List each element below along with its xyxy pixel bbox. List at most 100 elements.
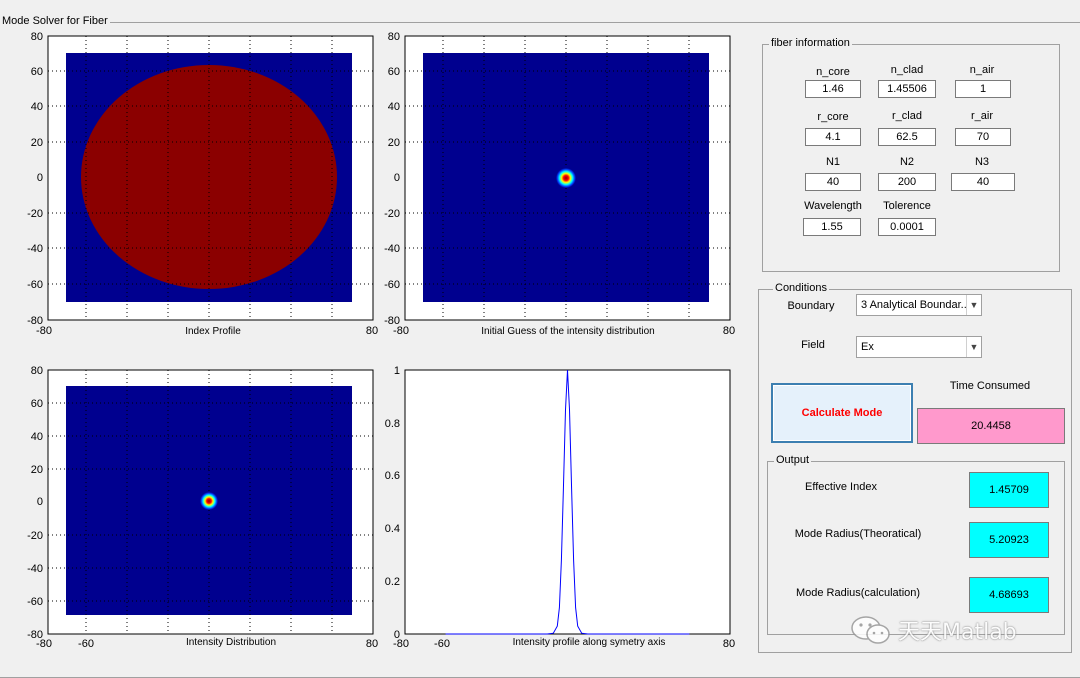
calculate-mode-label: Calculate Mode — [801, 407, 883, 419]
y-tick: 40 — [388, 101, 400, 113]
wavelength-field[interactable] — [803, 218, 861, 236]
x-tick: 80 — [723, 325, 735, 337]
y-tick: -40 — [27, 563, 43, 575]
intensity-spot — [556, 168, 576, 188]
y-tick: 0 — [394, 629, 400, 641]
initial-guess-axes: 80 60 40 20 0 -20 -40 -60 -80 -80 80 Ini… — [384, 31, 735, 337]
fiber-info-group: fiber information — [762, 37, 1060, 272]
y-tick: -20 — [27, 208, 43, 220]
y-tick: -80 — [27, 315, 43, 327]
y-tick: -80 — [384, 315, 400, 327]
n-air-field[interactable] — [955, 80, 1011, 98]
intensity-profile-plot: 1 0.8 0.6 0.4 0.2 0 -80 -60 80 Intensity… — [357, 362, 742, 652]
intensity-profile-line — [445, 369, 690, 635]
y-tick: -40 — [27, 243, 43, 255]
field-select[interactable]: Ex ▼ — [856, 336, 982, 358]
output-title: Output — [774, 454, 812, 466]
window-title: Mode Solver for Fiber — [0, 15, 110, 27]
time-consumed-value: 20.4458 — [917, 408, 1065, 444]
field-label: Field — [801, 339, 825, 351]
y-tick: 1 — [394, 365, 400, 377]
y-tick: 80 — [31, 31, 43, 43]
intensity-distribution-plot: 80 60 40 20 0 -20 -40 -60 -80 -80 -60 80… — [0, 362, 380, 652]
y-tick: 40 — [31, 431, 43, 443]
time-consumed-label: Time Consumed — [949, 380, 1031, 392]
index-profile-axes: 80 60 40 20 0 -20 -40 -60 -80 -80 80 Ind… — [27, 31, 378, 337]
r-air-field[interactable] — [955, 128, 1011, 146]
intensity-profile-axes: 1 0.8 0.6 0.4 0.2 0 -80 -60 80 Intensity… — [385, 365, 735, 650]
x-axis-label: Intensity profile along symetry axis — [513, 637, 666, 648]
n1-label: N1 — [825, 156, 841, 168]
calculate-mode-button[interactable]: Calculate Mode — [771, 383, 913, 443]
boundary-selected-value: 3 Analytical Boundar... — [861, 299, 966, 311]
tolerence-field[interactable] — [878, 218, 936, 236]
n3-label: N3 — [974, 156, 990, 168]
y-tick: -60 — [384, 279, 400, 291]
y-tick: 60 — [388, 66, 400, 78]
x-tick: -60 — [78, 638, 94, 650]
y-tick: 60 — [31, 398, 43, 410]
y-tick: 0.6 — [385, 470, 400, 482]
n-core-field[interactable] — [805, 80, 861, 98]
mode-radius-calculation-output: 4.68693 — [969, 577, 1049, 613]
y-tick: -80 — [27, 629, 43, 641]
field-selected-value: Ex — [861, 341, 874, 353]
chevron-down-icon[interactable]: ▼ — [966, 337, 981, 357]
y-tick: -40 — [384, 243, 400, 255]
y-tick: 60 — [31, 66, 43, 78]
y-tick: 80 — [388, 31, 400, 43]
effective-index-label: Effective Index — [805, 481, 877, 493]
y-tick: -20 — [384, 208, 400, 220]
n-clad-label: n_clad — [890, 64, 924, 76]
x-axis-label: Initial Guess of the intensity distribut… — [481, 326, 654, 337]
x-tick: -80 — [393, 638, 409, 650]
x-tick: 80 — [366, 638, 378, 650]
x-axis-label: Index Profile — [185, 326, 241, 337]
y-tick: 0 — [394, 172, 400, 184]
watermark-text: 天天Matlab — [898, 620, 1017, 645]
x-tick: -80 — [36, 325, 52, 337]
r-clad-field[interactable] — [878, 128, 936, 146]
wavelength-label: Wavelength — [804, 200, 862, 212]
y-tick: 0.2 — [385, 576, 400, 588]
y-tick: 40 — [31, 101, 43, 113]
x-tick: 80 — [366, 325, 378, 337]
y-tick: 0.8 — [385, 418, 400, 430]
x-tick: -60 — [434, 638, 450, 650]
y-tick: 80 — [31, 365, 43, 377]
r-clad-label: r_clad — [892, 110, 922, 122]
tolerence-label: Tolerence — [883, 200, 931, 212]
x-axis-label: Intensity Distribution — [186, 637, 276, 648]
output-group: Output — [767, 454, 1065, 635]
index-profile-plot: 80 60 40 20 0 -20 -40 -60 -80 -80 80 Ind… — [0, 28, 380, 338]
y-tick: 0.4 — [385, 523, 400, 535]
y-tick: 0 — [37, 172, 43, 184]
y-tick: -60 — [27, 279, 43, 291]
r-core-field[interactable] — [805, 128, 861, 146]
y-tick: -20 — [27, 530, 43, 542]
wechat-logo-icon — [851, 616, 890, 644]
boundary-select[interactable]: 3 Analytical Boundar... ▼ — [856, 294, 982, 316]
r-air-label: r_air — [970, 110, 993, 122]
n-air-label: n_air — [969, 64, 995, 76]
mode-radius-calculation-label: Mode Radius(calculation) — [795, 587, 921, 599]
x-tick: 80 — [723, 638, 735, 650]
intensity-spot — [200, 492, 218, 510]
n1-field[interactable] — [805, 173, 861, 191]
n2-label: N2 — [899, 156, 915, 168]
n-clad-field[interactable] — [878, 80, 936, 98]
y-tick: 20 — [31, 464, 43, 476]
mode-radius-calculation-value: 4.68693 — [989, 589, 1029, 601]
mode-radius-theoretical-output: 5.20923 — [969, 522, 1049, 558]
x-tick: -80 — [36, 638, 52, 650]
y-tick: 0 — [37, 496, 43, 508]
effective-index-output: 1.45709 — [969, 472, 1049, 508]
n2-field[interactable] — [878, 173, 936, 191]
time-consumed-text: 20.4458 — [971, 420, 1011, 432]
chevron-down-icon[interactable]: ▼ — [966, 295, 981, 315]
mode-radius-theoretical-label: Mode Radius(Theoratical) — [794, 528, 922, 540]
n-core-label: n_core — [816, 66, 850, 78]
mode-radius-theoretical-value: 5.20923 — [989, 534, 1029, 546]
boundary-label: Boundary — [787, 300, 835, 312]
n3-field[interactable] — [951, 173, 1015, 191]
